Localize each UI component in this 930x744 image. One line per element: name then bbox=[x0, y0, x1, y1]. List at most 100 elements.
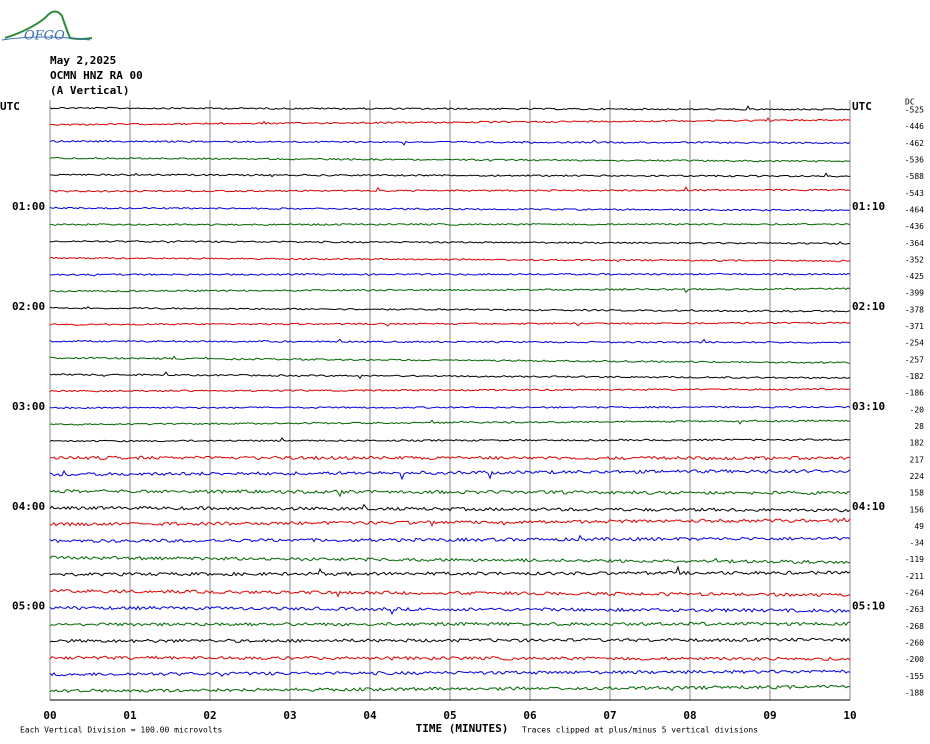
left-time-label: 02:00 bbox=[12, 300, 45, 313]
logo-line bbox=[1, 36, 91, 41]
left-time-label: UTC bbox=[0, 100, 20, 113]
dc-value: -378 bbox=[905, 305, 924, 314]
trace bbox=[49, 355, 851, 364]
trace bbox=[49, 139, 851, 146]
trace bbox=[49, 256, 851, 263]
dc-value: -254 bbox=[905, 339, 924, 348]
trace bbox=[49, 206, 851, 212]
x-tick-label: 03 bbox=[283, 709, 296, 722]
footer-left: Each Vertical Division = 100.00 microvol… bbox=[20, 726, 222, 735]
dc-value: 28 bbox=[914, 422, 924, 431]
x-tick-label: 05 bbox=[443, 709, 456, 722]
dc-value: 49 bbox=[914, 522, 924, 531]
dc-value: -119 bbox=[905, 555, 924, 564]
dc-value: -155 bbox=[905, 672, 924, 681]
trace bbox=[49, 338, 851, 344]
x-axis-title: TIME (MINUTES) bbox=[416, 722, 509, 735]
trace bbox=[49, 565, 851, 577]
dc-value: -200 bbox=[905, 655, 924, 664]
dc-value: -188 bbox=[905, 689, 924, 698]
dc-value: -263 bbox=[905, 605, 924, 614]
trace bbox=[49, 669, 851, 677]
trace bbox=[49, 588, 851, 598]
trace bbox=[49, 605, 851, 616]
x-tick-label: 07 bbox=[603, 709, 616, 722]
logo: OFGO bbox=[1, 10, 93, 44]
dc-value: -260 bbox=[905, 639, 924, 648]
trace bbox=[49, 186, 851, 193]
dc-value: -364 bbox=[905, 239, 924, 248]
x-tick-label: 02 bbox=[203, 709, 216, 722]
trace bbox=[49, 489, 851, 498]
dc-value: -257 bbox=[905, 355, 924, 364]
right-time-label: 05:10 bbox=[852, 600, 885, 613]
x-tick-label: 10 bbox=[843, 709, 856, 722]
trace bbox=[49, 321, 851, 327]
trace bbox=[49, 156, 851, 163]
header-line: (A Vertical) bbox=[50, 84, 129, 97]
dc-value: -268 bbox=[905, 622, 924, 631]
x-tick-label: 09 bbox=[763, 709, 776, 722]
dc-value: 182 bbox=[910, 439, 925, 448]
left-time-label: 05:00 bbox=[12, 600, 45, 613]
dc-value: -264 bbox=[905, 589, 924, 598]
dc-value: -525 bbox=[905, 106, 924, 115]
left-time-label: 04:00 bbox=[12, 500, 45, 513]
dc-value: -186 bbox=[905, 389, 924, 398]
trace bbox=[49, 240, 851, 245]
dc-label: DC bbox=[905, 98, 915, 107]
trace bbox=[49, 172, 851, 178]
right-time-label: 01:10 bbox=[852, 200, 885, 213]
trace bbox=[49, 655, 851, 661]
x-tick-label: 08 bbox=[683, 709, 696, 722]
dc-value: 224 bbox=[910, 472, 925, 481]
x-tick-label: 00 bbox=[43, 709, 56, 722]
trace bbox=[49, 287, 851, 294]
trace bbox=[49, 222, 851, 226]
trace bbox=[49, 517, 851, 528]
dc-value: -588 bbox=[905, 172, 924, 181]
trace bbox=[49, 637, 851, 644]
trace bbox=[49, 105, 851, 111]
dc-value: -464 bbox=[905, 205, 924, 214]
dc-value: -436 bbox=[905, 222, 924, 231]
dc-value: -425 bbox=[905, 272, 924, 281]
right-time-label: 04:10 bbox=[852, 500, 885, 513]
trace bbox=[49, 419, 851, 426]
dc-value: -399 bbox=[905, 289, 924, 298]
trace bbox=[49, 469, 851, 481]
trace bbox=[49, 684, 851, 693]
x-tick-label: 01 bbox=[123, 709, 137, 722]
dc-value: 217 bbox=[910, 455, 925, 464]
logo-text: OFGO bbox=[24, 29, 65, 44]
dc-value: -446 bbox=[905, 122, 924, 131]
right-time-label: 02:10 bbox=[852, 300, 885, 313]
x-tick-label: 04 bbox=[363, 709, 377, 722]
trace bbox=[49, 387, 851, 393]
trace bbox=[49, 534, 851, 544]
trace bbox=[49, 437, 851, 443]
footer-right: Traces clipped at plus/minus 5 vertical … bbox=[522, 726, 758, 735]
x-tick-label: 06 bbox=[523, 709, 537, 722]
trace bbox=[49, 555, 851, 565]
header-line: May 2,2025 bbox=[50, 54, 116, 67]
dc-value: -20 bbox=[910, 405, 925, 414]
right-time-label: 03:10 bbox=[852, 400, 885, 413]
dc-value: 158 bbox=[910, 489, 925, 498]
left-time-label: 03:00 bbox=[12, 400, 45, 413]
dc-value: -462 bbox=[905, 139, 924, 148]
header-line: OCMN HNZ RA 00 bbox=[50, 69, 143, 82]
trace bbox=[49, 306, 851, 313]
trace bbox=[49, 455, 851, 461]
dc-value: -211 bbox=[905, 572, 924, 581]
dc-value: -543 bbox=[905, 189, 924, 198]
dc-value: 156 bbox=[910, 505, 925, 514]
trace bbox=[49, 371, 851, 380]
dc-value: -371 bbox=[905, 322, 924, 331]
dc-value: -34 bbox=[910, 539, 925, 548]
dc-value: -182 bbox=[905, 372, 924, 381]
trace bbox=[49, 503, 851, 513]
trace bbox=[49, 116, 851, 126]
right-time-label: UTC bbox=[852, 100, 872, 113]
